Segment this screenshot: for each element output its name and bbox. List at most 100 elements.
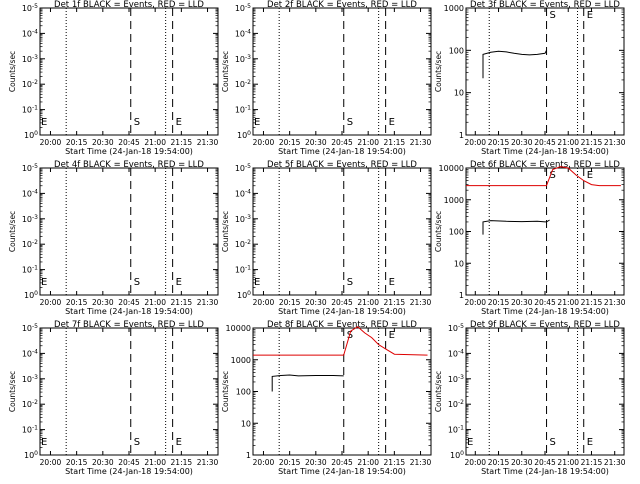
x-axis-label: Start Time (24-Jan-18 19:54:00) [65, 467, 193, 476]
series-line-1 [466, 166, 621, 187]
x-tick-label: 20:30 [92, 138, 114, 147]
x-tick-label: 21:30 [410, 298, 432, 307]
x-tick-label: 21:00 [557, 458, 579, 467]
x-tick-label: 21:30 [197, 458, 219, 467]
y-tick-label: 100 [237, 290, 251, 300]
plot-frame [252, 167, 432, 296]
y-tick-label: 100 [236, 388, 251, 397]
panel-title: Det 9f BLACK = Events, RED = LLD [470, 320, 620, 330]
y-tick-label: 10-4 [235, 188, 251, 198]
x-tick-label: 21:15 [171, 298, 193, 307]
y-tick-label: 10-4 [448, 348, 464, 358]
x-tick-label: 20:45 [118, 138, 140, 147]
y-tick-label: 10-1 [235, 105, 251, 115]
y-tick-label: 10-2 [22, 239, 38, 249]
x-tick-label: 21:00 [144, 298, 166, 307]
panel-title: Det 5f BLACK = Events, RED = LLD [267, 160, 417, 170]
x-tick-label: 20:30 [511, 298, 533, 307]
x-tick-label: 20:30 [511, 138, 533, 147]
y-tick-label: 10-1 [22, 425, 38, 435]
x-tick-label: 20:15 [66, 138, 88, 147]
x-tick-label: 20:45 [118, 298, 140, 307]
marker-label-E: E [389, 117, 395, 128]
x-axis-label: Start Time (24-Jan-18 19:54:00) [278, 307, 406, 316]
left-edge-label: E [467, 437, 473, 448]
x-tick-label: 21:30 [604, 138, 626, 147]
x-tick-label: 20:30 [92, 298, 114, 307]
y-tick-label: 10-3 [448, 374, 464, 384]
x-tick-label: 20:00 [464, 138, 486, 147]
y-tick-label: 100 [449, 46, 464, 55]
y-tick-label: 10000 [226, 324, 251, 333]
x-tick-label: 21:00 [144, 458, 166, 467]
x-tick-label: 20:45 [331, 458, 353, 467]
y-tick-label: 10-4 [22, 188, 38, 198]
marker-label-E: E [389, 277, 395, 288]
y-tick-label: 100 [450, 450, 464, 460]
x-tick-label: 20:15 [279, 298, 301, 307]
x-tick-label: 20:30 [92, 458, 114, 467]
x-tick-label: 20:15 [66, 298, 88, 307]
x-tick-label: 20:15 [488, 138, 510, 147]
panel-det-5f: Det 5f BLACK = Events, RED = LLD 20:00 20:… [221, 160, 432, 316]
x-tick-label: 21:00 [557, 138, 579, 147]
y-tick-label: 100 [24, 130, 38, 140]
x-axis-label: Start Time (24-Jan-18 19:54:00) [481, 467, 609, 476]
x-tick-label: 20:00 [253, 298, 275, 307]
x-tick-label: 21:15 [171, 138, 193, 147]
y-axis-label: Counts/sec [8, 371, 17, 412]
y-tick-label: 100 [24, 290, 38, 300]
y-tick-label: 10-5 [235, 163, 251, 173]
x-tick-label: 20:45 [534, 458, 556, 467]
x-tick-label: 21:15 [171, 458, 193, 467]
y-axis-label: Counts/sec [434, 211, 443, 252]
x-tick-label: 21:00 [357, 298, 379, 307]
y-tick-label: 10-1 [22, 265, 38, 275]
marker-label-S: S [134, 437, 140, 448]
panel-det-4f: Det 4f BLACK = Events, RED = LLD 20:00 20:… [8, 160, 219, 316]
x-tick-label: 21:00 [357, 458, 379, 467]
y-tick-label: 1 [459, 131, 464, 140]
panel-det-8f: Det 8f BLACK = Events, RED = LLD 20:00 20:… [221, 320, 432, 476]
x-tick-label: 21:00 [357, 138, 379, 147]
y-tick-label: 10-4 [22, 348, 38, 358]
y-tick-label: 10-3 [22, 214, 38, 224]
y-axis-label: Counts/sec [221, 211, 230, 252]
x-tick-label: 20:45 [534, 138, 556, 147]
x-tick-label: 21:30 [197, 298, 219, 307]
x-tick-label: 20:00 [40, 458, 62, 467]
y-tick-label: 10-2 [448, 399, 464, 409]
plot-frame [252, 7, 432, 136]
y-tick-label: 1000 [231, 356, 251, 365]
marker-label-S: S [550, 10, 556, 21]
x-tick-label: 20:00 [40, 298, 62, 307]
left-edge-label: E [41, 277, 47, 288]
series-line-1 [253, 326, 428, 356]
x-tick-label: 20:45 [331, 138, 353, 147]
y-tick-label: 10-3 [22, 374, 38, 384]
y-tick-label: 10-5 [448, 323, 464, 333]
marker-label-E: E [587, 10, 593, 21]
marker-label-S: S [134, 117, 140, 128]
x-axis-label: Start Time (24-Jan-18 19:54:00) [278, 147, 406, 156]
x-tick-label: 21:00 [557, 298, 579, 307]
x-tick-label: 20:15 [279, 138, 301, 147]
x-tick-label: 21:15 [384, 138, 406, 147]
plot-frame [39, 7, 219, 136]
y-tick-label: 1000 [444, 4, 464, 13]
marker-label-S: S [347, 277, 353, 288]
y-tick-label: 10-4 [235, 28, 251, 38]
panel-title: Det 7f BLACK = Events, RED = LLD [54, 320, 204, 330]
marker-label-S: S [347, 117, 353, 128]
y-tick-label: 1000 [444, 196, 464, 205]
x-tick-label: 21:15 [384, 458, 406, 467]
y-tick-label: 10-3 [235, 214, 251, 224]
series-line-0 [271, 374, 344, 392]
x-tick-label: 20:30 [305, 298, 327, 307]
marker-label-S: S [550, 170, 556, 181]
x-tick-label: 20:00 [253, 138, 275, 147]
x-tick-label: 20:45 [534, 298, 556, 307]
panel-det-7f: Det 7f BLACK = Events, RED = LLD 20:00 20:… [8, 320, 219, 476]
